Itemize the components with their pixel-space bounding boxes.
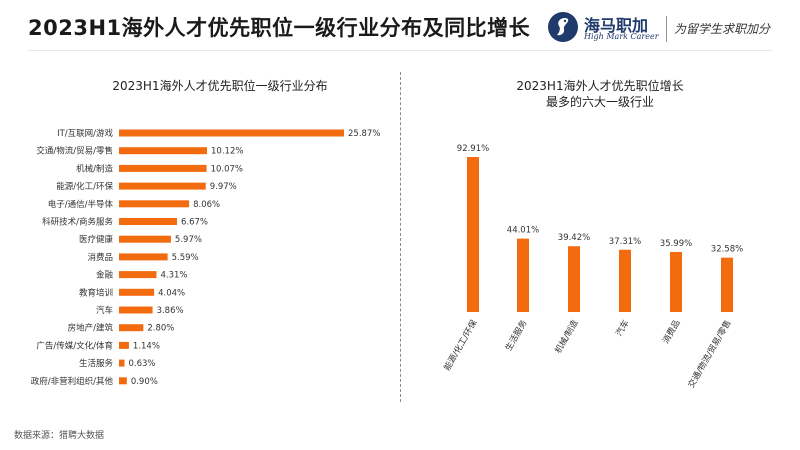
source-note: 数据来源：猎聘大数据 (14, 431, 105, 441)
vbar-category-label: 汽车 (614, 318, 632, 338)
hbar-value-label: 2.80% (147, 324, 174, 334)
right-chart-title-line-2: 最多的六大一级行业 (545, 95, 654, 109)
hbar-category-label: 房地产/建筑 (68, 323, 114, 334)
vbar-category-label: 机械/制造 (553, 318, 581, 356)
vbar-category-label: 交通/物流/贸易/零售 (686, 318, 734, 390)
hbar-value-label: 5.97% (175, 235, 202, 245)
vbar-category-label: 消费品 (660, 318, 682, 346)
hbar-bar (119, 271, 157, 279)
hbar-category-label: 能源/化工/环保 (56, 181, 113, 192)
vbar-value-label: 37.31% (609, 237, 641, 247)
brand-divider (666, 16, 667, 42)
vbar-bar (568, 246, 580, 312)
vbar-bar (467, 157, 479, 312)
hbar-category-label: 教育培训 (79, 287, 113, 298)
hbar-category-label: 医疗健康 (79, 234, 114, 245)
left-chart-title: 2023H1海外人才优先职位一级行业分布 (112, 79, 328, 93)
hbar-value-label: 9.97% (210, 182, 237, 192)
vbar-category-label: 能源/化工/环保 (442, 318, 480, 373)
hbar-value-label: 8.06% (193, 200, 220, 210)
hbar-bar (119, 341, 129, 349)
vbar-bar (517, 238, 529, 312)
hbar-value-label: 0.63% (128, 359, 155, 369)
hbar-value-label: 4.04% (158, 288, 185, 298)
hbar-bar (119, 306, 153, 314)
hbar-category-label: 金融 (96, 270, 114, 281)
hbar-category-label: 汽车 (96, 305, 113, 316)
hbar-category-label: 机械/制造 (76, 163, 113, 174)
hbar-bar (119, 288, 155, 296)
hbar-value-label: 6.67% (181, 218, 208, 228)
vbar-value-label: 32.58% (711, 245, 743, 255)
right-chart-title: 2023H1海外人才优先职位增长 最多的六大一级行业 (430, 78, 770, 110)
brand-name: 海马职加 (584, 16, 649, 35)
hbar-value-label: 10.12% (211, 147, 243, 157)
hbar-bar (119, 359, 125, 367)
page-title: 2023H1海外人才优先职位一级行业分布及同比增长 (28, 16, 531, 40)
hbar-bar (119, 218, 178, 225)
vbar-value-label: 44.01% (507, 226, 539, 236)
right-chart-title-line-1: 2023H1海外人才优先职位增长 (516, 79, 684, 93)
hbar-bar (119, 147, 208, 155)
hbar-category-label: 消费品 (87, 252, 113, 263)
hbar-value-label: 0.90% (131, 377, 158, 387)
title-rule (28, 50, 772, 51)
hbar-bar (119, 235, 171, 243)
vbar-value-label: 92.91% (457, 144, 489, 154)
hbar-bar (119, 377, 127, 385)
hbar-category-label: 生活服务 (79, 358, 114, 369)
vbar-category-label: 生活服务 (503, 318, 530, 353)
hbar-category-label: 广告/传媒/文化/体育 (36, 340, 113, 351)
hbar-bar (119, 129, 344, 137)
hbar-value-label: 3.86% (157, 306, 184, 316)
brand-name-en: High Mark Career (584, 32, 659, 41)
vbar-value-label: 39.42% (558, 233, 590, 243)
hbar-bar (119, 164, 207, 172)
brand-slogan: 为留学生求职加分 (674, 22, 771, 36)
hbar-value-label: 10.07% (211, 164, 243, 174)
hbar-bar (119, 324, 144, 332)
hbar-bar (119, 200, 190, 208)
hbar-category-label: 电子/通信/半导体 (48, 199, 114, 210)
hbar-category-label: 交通/物流/贸易/零售 (36, 146, 113, 157)
hbar-value-label: 5.59% (172, 253, 199, 263)
hbar-bar (119, 182, 206, 190)
vbar-bar (670, 251, 682, 312)
hbar-category-label: IT/互联网/游戏 (57, 128, 113, 139)
hbar-value-label: 4.31% (160, 271, 187, 281)
vbar-bar (619, 249, 631, 312)
vbar-value-label: 35.99% (660, 239, 692, 249)
seahorse-logo-icon (548, 12, 578, 42)
chart-divider (400, 72, 401, 402)
hbar-category-label: 科研技术/商务服务 (42, 217, 113, 228)
hbar-bar (119, 253, 168, 261)
hbar-category-label: 政府/非营利组织/其他 (31, 376, 114, 387)
vbar-bar (721, 257, 733, 312)
hbar-value-label: 1.14% (133, 341, 160, 351)
hbar-value-label: 25.87% (348, 129, 380, 139)
brand-block: 海马职加 High Mark Career 为留学生求职加分 (548, 8, 788, 48)
